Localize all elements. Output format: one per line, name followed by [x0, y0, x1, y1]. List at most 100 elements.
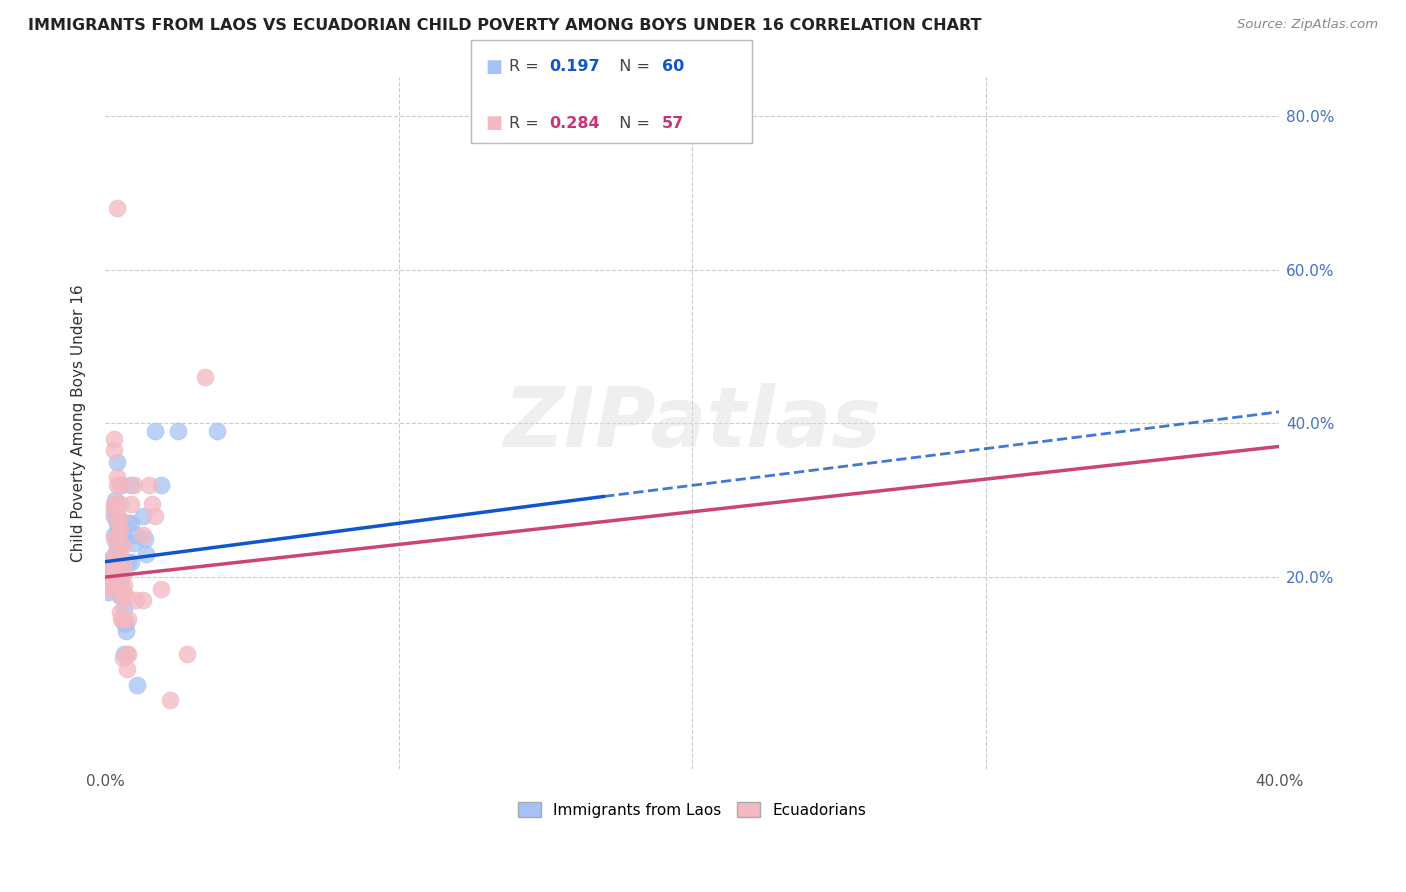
Point [107, 562, 129, 576]
Text: Source: ZipAtlas.com: Source: ZipAtlas.com [1237, 18, 1378, 31]
Text: IMMIGRANTS FROM LAOS VS ECUADORIAN CHILD POVERTY AMONG BOYS UNDER 16 CORRELATION: IMMIGRANTS FROM LAOS VS ECUADORIAN CHILD… [28, 18, 981, 33]
Text: R =: R = [509, 116, 544, 130]
Point [104, 555, 127, 569]
Point [120, 516, 142, 531]
Point [141, 497, 163, 511]
Point [111, 535, 134, 549]
Point [112, 647, 135, 661]
Point [111, 555, 134, 569]
Point [104, 558, 127, 573]
Point [117, 612, 139, 626]
Point [101, 558, 124, 573]
Point [149, 478, 172, 492]
Text: R =: R = [509, 60, 544, 74]
Point [112, 600, 135, 615]
Point [132, 593, 155, 607]
Point [101, 570, 124, 584]
Point [194, 370, 217, 384]
Point [97, 566, 120, 581]
Point [108, 590, 131, 604]
Point [108, 578, 131, 592]
Point [105, 470, 128, 484]
Point [159, 693, 181, 707]
Point [107, 528, 129, 542]
Point [114, 590, 136, 604]
Point [107, 520, 129, 534]
Point [138, 478, 160, 492]
Point [103, 570, 125, 584]
Point [111, 528, 134, 542]
Point [105, 201, 128, 215]
Point [105, 540, 128, 554]
Point [117, 555, 139, 569]
Point [104, 493, 127, 508]
Legend: Immigrants from Laos, Ecuadorians: Immigrants from Laos, Ecuadorians [512, 796, 872, 824]
Point [132, 508, 155, 523]
Point [97, 585, 120, 599]
Point [101, 562, 124, 576]
Point [97, 570, 120, 584]
Point [104, 558, 127, 573]
Point [105, 547, 128, 561]
Point [105, 535, 128, 549]
Point [120, 478, 142, 492]
Point [97, 578, 120, 592]
Point [107, 528, 129, 542]
Point [107, 516, 129, 531]
Point [103, 508, 125, 523]
Point [107, 540, 129, 554]
Point [110, 540, 132, 554]
Point [111, 532, 134, 546]
Point [120, 497, 142, 511]
Point [135, 547, 157, 561]
Point [104, 500, 127, 515]
Point [111, 612, 134, 626]
Point [127, 678, 149, 692]
Text: N =: N = [609, 60, 655, 74]
Point [108, 512, 131, 526]
Point [134, 532, 156, 546]
Text: 0.197: 0.197 [550, 60, 600, 74]
Point [143, 424, 166, 438]
Point [108, 497, 131, 511]
Point [105, 497, 128, 511]
Point [105, 555, 128, 569]
Point [115, 662, 138, 676]
Point [120, 555, 142, 569]
Point [108, 524, 131, 538]
Point [105, 528, 128, 542]
Point [124, 478, 146, 492]
Point [111, 585, 134, 599]
Point [107, 555, 129, 569]
Point [105, 508, 128, 523]
Point [104, 562, 127, 576]
Point [101, 562, 124, 576]
Text: 57: 57 [662, 116, 685, 130]
Point [98, 574, 121, 588]
Point [104, 555, 127, 569]
Point [98, 555, 121, 569]
Point [103, 528, 125, 542]
Point [101, 550, 124, 565]
Point [104, 562, 127, 576]
Point [103, 574, 125, 588]
Point [112, 616, 135, 631]
Point [105, 455, 128, 469]
Point [112, 566, 135, 581]
Point [125, 593, 148, 607]
Y-axis label: Child Poverty Among Boys Under 16: Child Poverty Among Boys Under 16 [72, 285, 86, 562]
Point [111, 650, 134, 665]
Point [103, 500, 125, 515]
Point [205, 424, 228, 438]
Point [110, 516, 132, 531]
Point [105, 516, 128, 531]
Text: 0.284: 0.284 [550, 116, 600, 130]
Point [117, 516, 139, 531]
Point [101, 555, 124, 569]
Point [110, 612, 132, 626]
Point [105, 478, 128, 492]
Point [149, 582, 172, 596]
Point [143, 508, 166, 523]
Point [101, 558, 124, 573]
Point [110, 590, 132, 604]
